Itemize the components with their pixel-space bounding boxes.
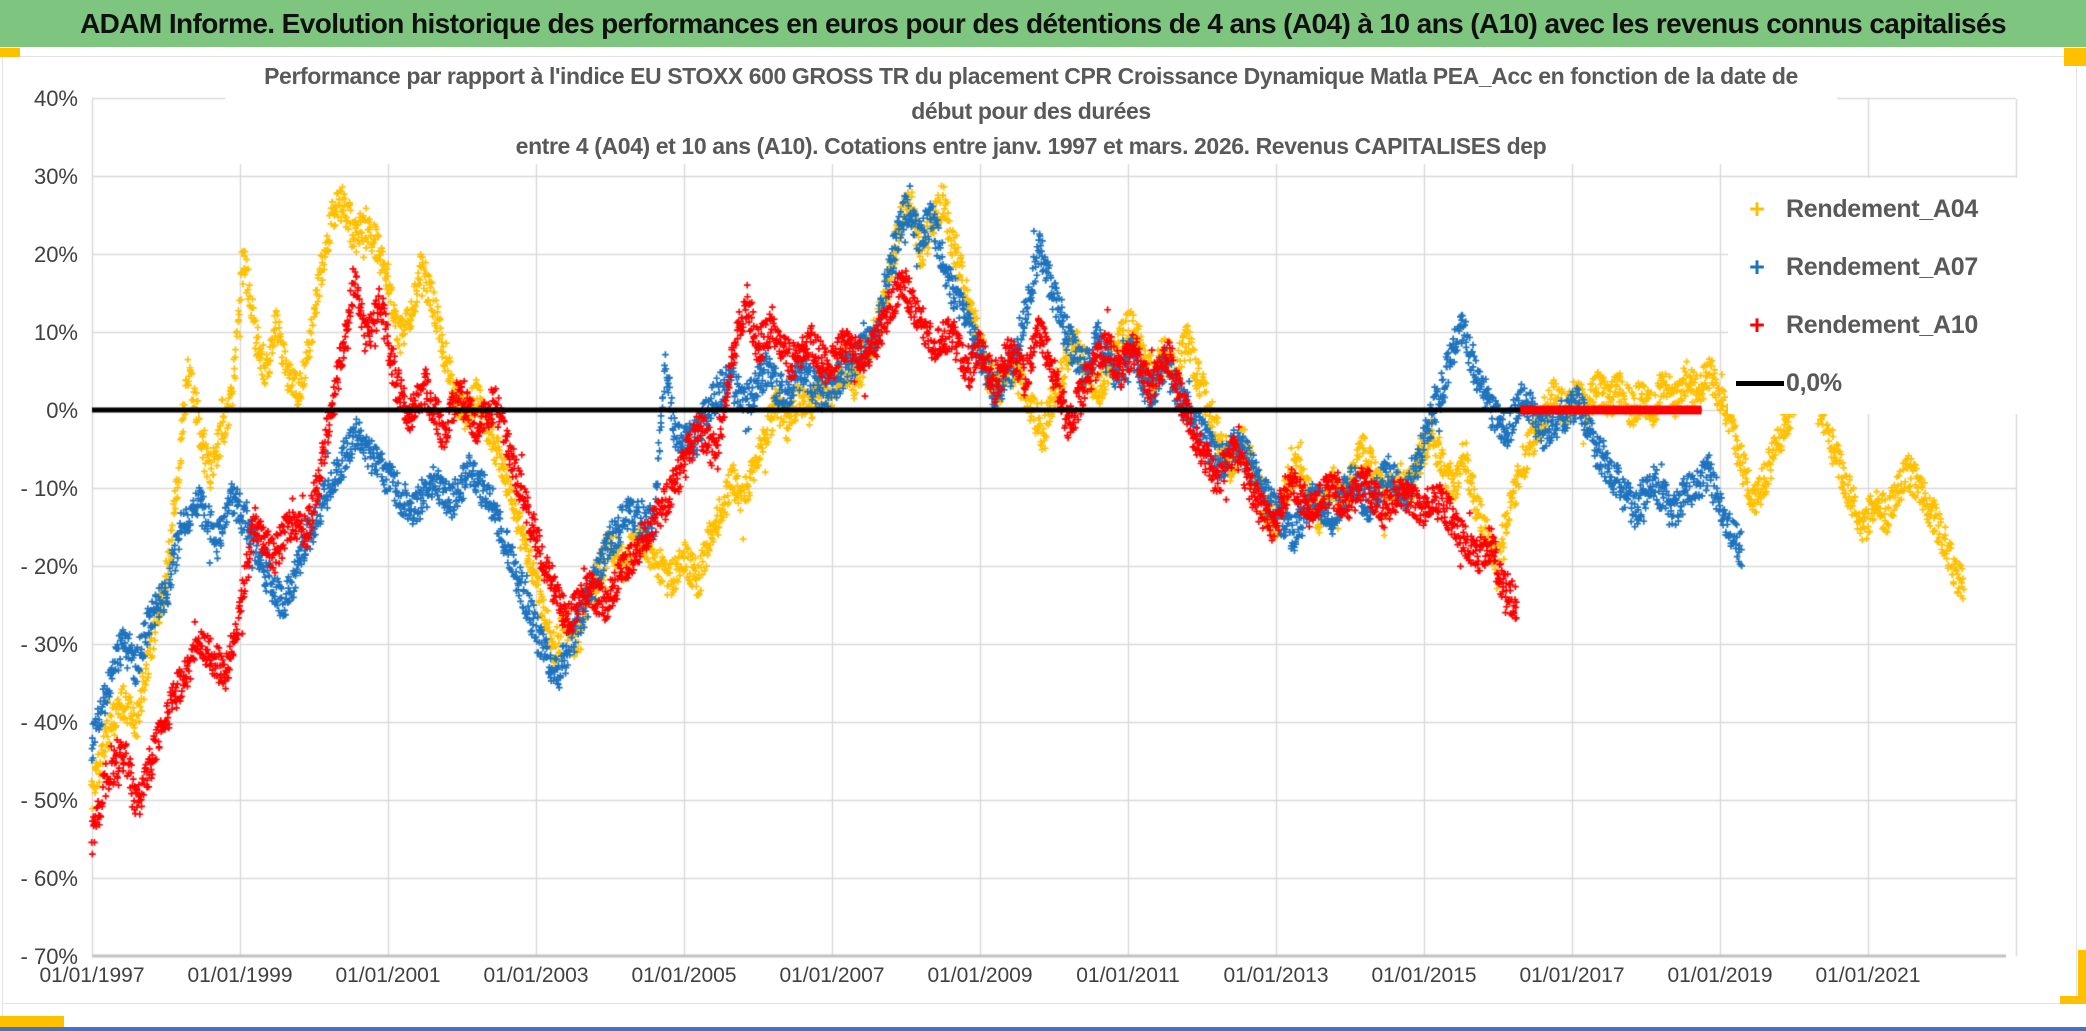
legend-item-rendement-a10[interactable]: + Rendement_A10 [1728, 302, 2020, 348]
legend-label: 0,0% [1786, 368, 1842, 397]
x-tick-label: 01/01/2003 [483, 964, 589, 987]
header-bar: ADAM Informe. Evolution historique des p… [0, 0, 2086, 47]
x-tick-label: 01/01/1999 [187, 964, 293, 987]
corner-accent-top-left [0, 48, 20, 57]
y-tick-label: - 50% [20, 788, 78, 813]
x-tick-label: 01/01/2007 [779, 964, 885, 987]
y-tick-label: - 40% [20, 710, 78, 735]
corner-accent-bottom-left [0, 1016, 64, 1028]
x-tick-label: 01/01/2013 [1223, 964, 1329, 987]
legend-line-icon [1736, 380, 1784, 386]
legend-item-rendement-a04[interactable]: + Rendement_A04 [1728, 186, 2020, 232]
y-tick-label: - 70% [20, 944, 78, 969]
x-tick-label: 01/01/2005 [631, 964, 737, 987]
y-tick-label: 0% [46, 398, 78, 423]
page-title: ADAM Informe. Evolution historique des p… [80, 7, 2006, 39]
x-tick-label: 01/01/2009 [927, 964, 1033, 987]
chart-title-line-1: Performance par rapport à l'indice EU ST… [264, 63, 1798, 89]
x-tick-label: 01/01/2021 [1815, 964, 1921, 987]
legend-plus-icon: + [1749, 309, 1765, 340]
chart-legend: + Rendement_A04 + Rendement_A07 + Rendement_A… [1728, 178, 2020, 414]
chart-title-line-3: entre 4 (A04) et 10 ans (A10). Cotations… [515, 133, 1547, 159]
bottom-rule [0, 1027, 2086, 1031]
legend-item-rendement-a07[interactable]: + Rendement_A07 [1728, 244, 2020, 290]
x-tick-label: 01/01/2015 [1371, 964, 1477, 987]
legend-plus-icon: + [1749, 251, 1765, 282]
y-tick-label: - 10% [20, 476, 78, 501]
y-tick-label: - 30% [20, 632, 78, 657]
x-tick-label: 01/01/2001 [335, 964, 441, 987]
chart-title: Performance par rapport à l'indice EU ST… [225, 59, 1837, 164]
legend-item-0-0-[interactable]: 0,0% [1728, 360, 2020, 406]
legend-label: Rendement_A07 [1786, 252, 1978, 281]
legend-plus-icon: + [1749, 193, 1765, 224]
x-tick-label: 01/01/2011 [1076, 964, 1180, 987]
x-tick-label: 01/01/2019 [1667, 964, 1773, 987]
y-tick-label: 20% [33, 242, 78, 267]
x-tick-label: 01/01/1997 [39, 964, 145, 987]
y-tick-label: - 60% [20, 866, 78, 891]
chart-title-line-2: début pour des durées [911, 98, 1151, 124]
y-tick-label: 30% [33, 164, 78, 189]
y-tick-label: 10% [33, 320, 78, 345]
legend-label: Rendement_A10 [1786, 310, 1978, 339]
y-tick-label: - 20% [20, 554, 78, 579]
legend-label: Rendement_A04 [1786, 194, 1978, 223]
x-tick-label: 01/01/2017 [1519, 964, 1625, 987]
y-tick-label: 40% [33, 86, 78, 111]
